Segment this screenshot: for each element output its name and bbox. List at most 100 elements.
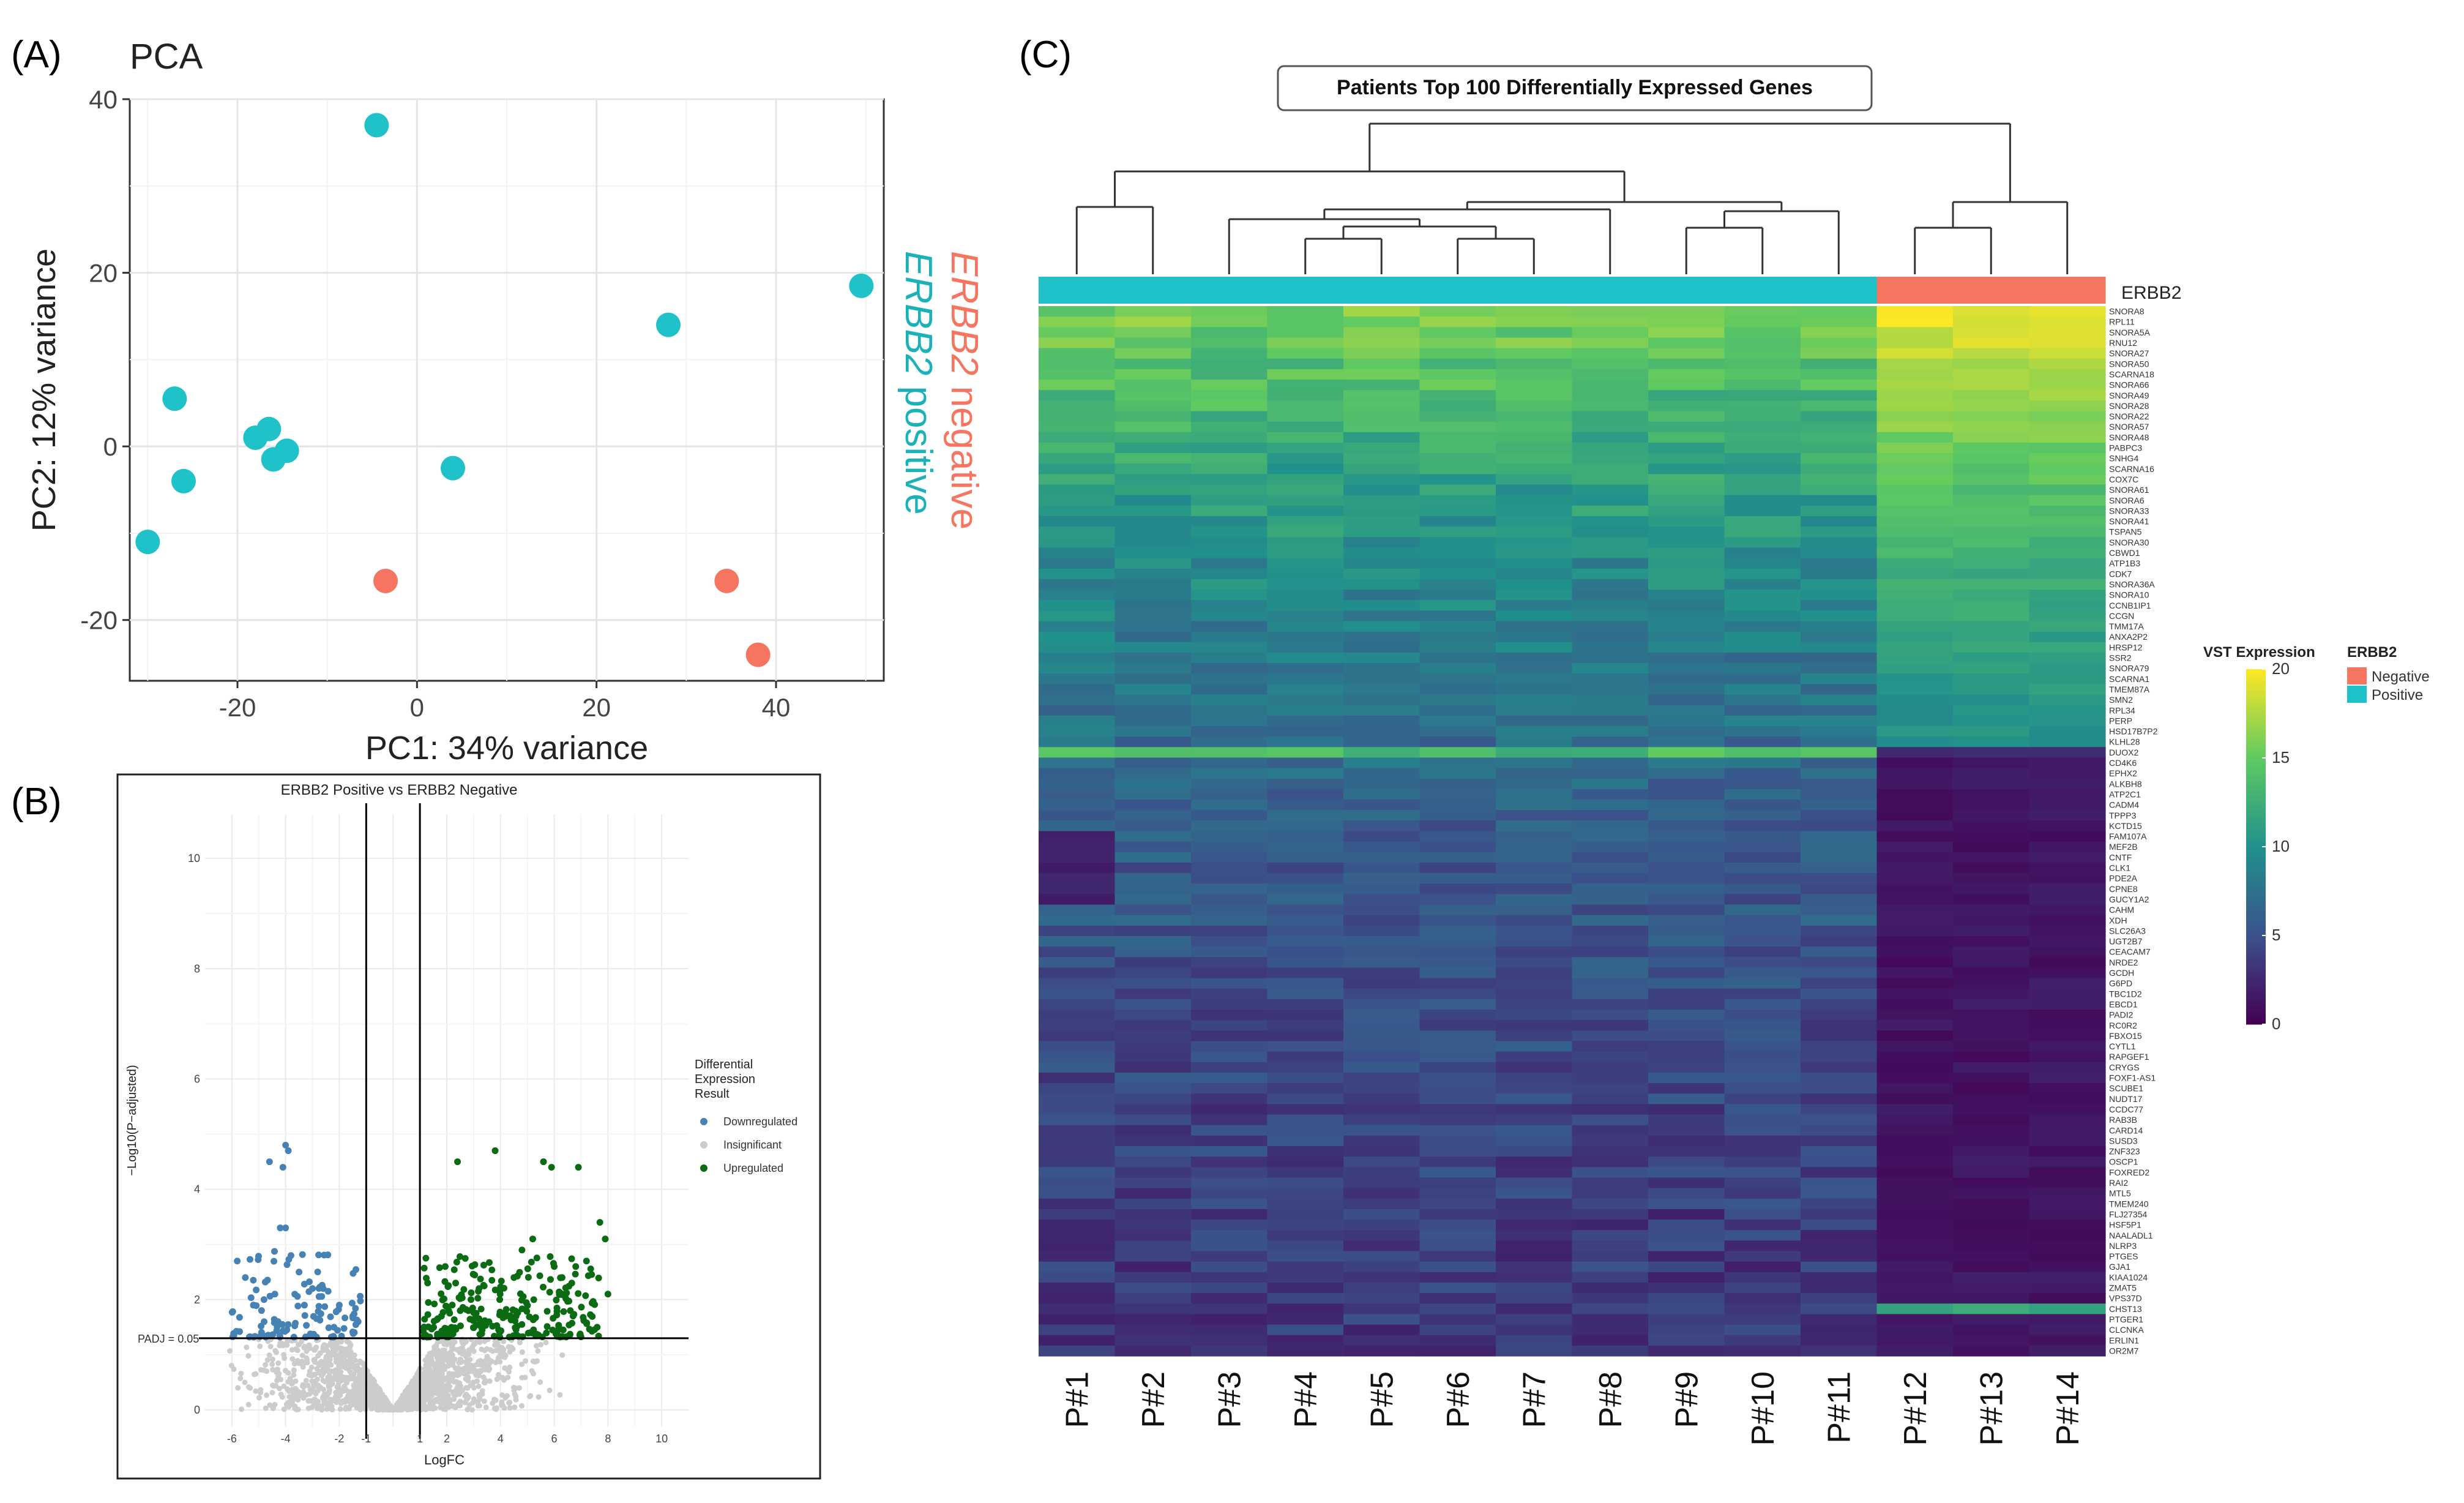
heatmap-cell — [1191, 862, 1268, 874]
heatmap-cell — [1343, 642, 1421, 653]
volcano-point-insignificant — [431, 1351, 437, 1357]
heatmap-cell — [1572, 400, 1649, 412]
volcano-point-insignificant — [494, 1340, 500, 1346]
heatmap-cell — [1419, 516, 1496, 527]
heatmap-cell — [1648, 778, 1725, 790]
heatmap-cell — [1801, 1198, 1878, 1210]
volcano-point-down — [279, 1164, 286, 1171]
heatmap-cell — [1724, 474, 1801, 485]
heatmap-cell — [1114, 358, 1192, 370]
heatmap-cell — [1876, 1314, 1954, 1325]
volcano-point-insignificant — [497, 1359, 503, 1365]
heatmap-cell — [1114, 505, 1192, 517]
heatmap-cell — [1572, 380, 1649, 391]
heatmap-cell — [1419, 800, 1496, 811]
heatmap-cell — [1953, 915, 2030, 926]
heatmap-cell — [1267, 946, 1344, 958]
volcano-point-up — [556, 1333, 564, 1341]
heatmap-cell — [1648, 800, 1725, 811]
heatmap-cell — [1648, 694, 1725, 706]
heatmap-cell — [1496, 1230, 1573, 1241]
gene-label: EBCD1 — [2109, 999, 2138, 1009]
heatmap-cell — [1724, 1177, 1801, 1189]
heatmap-cell — [2029, 915, 2106, 926]
heatmap-cell — [1419, 537, 1496, 549]
heatmap-cell — [1267, 1146, 1344, 1157]
heatmap-cell — [1343, 1146, 1421, 1157]
volcano-point-up — [543, 1308, 551, 1315]
heatmap-cell — [1191, 390, 1268, 401]
heatmap-cell — [2029, 306, 2106, 317]
heatmap-cell — [1801, 505, 1878, 517]
volcano-point-insignificant — [493, 1397, 499, 1403]
volcano-point-insignificant — [450, 1373, 457, 1379]
heatmap-cell — [1572, 337, 1649, 349]
heatmap-cell — [1039, 327, 1116, 339]
heatmap-cell — [1343, 1198, 1421, 1210]
heatmap-cell — [1953, 778, 2030, 790]
heatmap-cell — [1496, 547, 1573, 559]
heatmap-cell — [2029, 967, 2106, 979]
heatmap-cell — [1572, 610, 1649, 622]
heatmap-cell — [1496, 1083, 1573, 1094]
volcano-point-down — [309, 1285, 316, 1292]
heatmap-cell — [1039, 568, 1116, 580]
heatmap-cell — [1648, 516, 1725, 527]
heatmap-cell — [1039, 673, 1116, 684]
heatmap-cell — [1801, 873, 1878, 884]
volcano-point-down — [285, 1321, 292, 1328]
gene-label: PTGER1 — [2109, 1314, 2143, 1324]
volcano-point-insignificant — [487, 1347, 493, 1353]
heatmap-cell — [1496, 1062, 1573, 1073]
heatmap-cell — [1191, 432, 1268, 443]
heatmap-cell — [1648, 590, 1725, 601]
heatmap-cell — [1953, 988, 2030, 1000]
heatmap-cell — [1876, 705, 1954, 716]
volcano-point-insignificant — [485, 1366, 491, 1373]
pca-point — [714, 568, 739, 593]
volcano-point-down — [340, 1325, 348, 1332]
pca-point — [274, 438, 299, 463]
volcano-point-up — [568, 1255, 575, 1262]
heatmap-cell — [1496, 1272, 1573, 1283]
heatmap-cell — [1724, 768, 1801, 779]
heatmap-cell — [1953, 306, 2030, 317]
heatmap-cell — [1343, 883, 1421, 894]
heatmap-cell — [1267, 652, 1344, 664]
pca-point — [364, 113, 389, 138]
heatmap-cell — [1496, 527, 1573, 538]
heatmap-cell — [1648, 904, 1725, 916]
heatmap-cell — [1191, 579, 1268, 590]
heatmap-cell — [1114, 547, 1192, 559]
colorbar-segment — [2246, 960, 2266, 964]
heatmap-cell — [1114, 652, 1192, 664]
annotation-cell — [1572, 277, 1649, 304]
volcano-point-down — [253, 1286, 260, 1294]
heatmap-cell — [1039, 1251, 1116, 1262]
heatmap-cell — [1953, 1261, 2030, 1273]
heatmap-cell — [1801, 1324, 1878, 1336]
heatmap-cell — [1953, 1251, 2030, 1262]
heatmap-cell — [1953, 1072, 2030, 1084]
heatmap-cell — [1953, 757, 2030, 769]
volcano-xtick-label: 4 — [498, 1433, 504, 1445]
heatmap-cell — [1343, 988, 1421, 1000]
gene-label: SNORA28 — [2109, 401, 2149, 411]
volcano-point-up — [568, 1280, 575, 1287]
volcano-point-down — [269, 1331, 277, 1338]
heatmap-cell — [1496, 705, 1573, 716]
heatmap-cell — [1191, 684, 1268, 695]
heatmap-cell — [1648, 747, 1725, 759]
heatmap-cell — [1496, 1188, 1573, 1199]
heatmap-cell — [1191, 652, 1268, 664]
heatmap-cell — [1801, 390, 1878, 401]
heatmap-cell — [2029, 505, 2106, 517]
gene-label: RPL34 — [2109, 705, 2135, 715]
volcano-point-up — [476, 1285, 483, 1292]
volcano-point-insignificant — [406, 1403, 413, 1409]
volcano-point-up — [566, 1297, 573, 1305]
volcano-point-up — [551, 1263, 558, 1270]
heatmap-cell — [1648, 1314, 1725, 1325]
heatmap-cell — [1801, 978, 1878, 989]
volcano-point-up — [596, 1219, 603, 1226]
